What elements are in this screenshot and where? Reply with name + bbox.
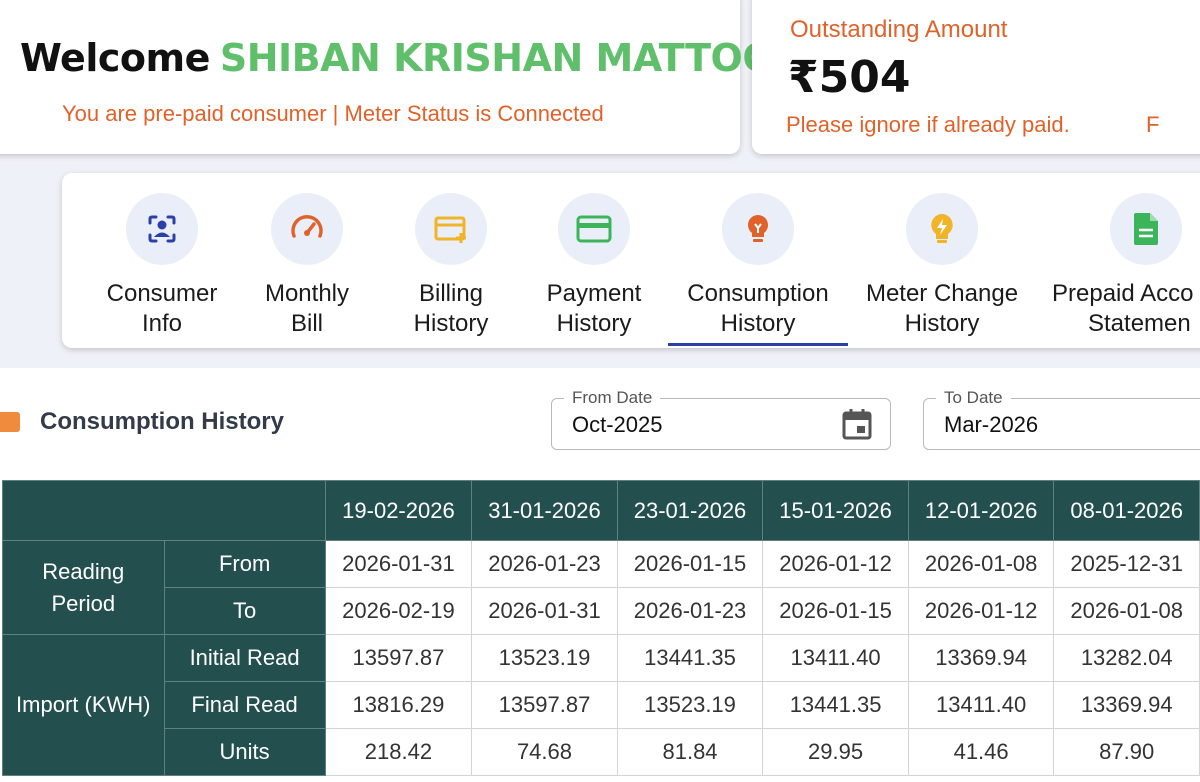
table-corner-cell bbox=[2, 480, 326, 541]
table-cell: 13816.29 bbox=[324, 681, 473, 729]
table-cell: 2026-01-15 bbox=[616, 540, 764, 588]
table-cell: 218.42 bbox=[324, 728, 473, 776]
table-row: Reading Period From 2026-01-31 2026-01-2… bbox=[2, 540, 1200, 635]
table-cell: 13597.87 bbox=[471, 681, 618, 729]
active-tab-indicator bbox=[668, 343, 848, 346]
reading-period-label: Reading Period bbox=[2, 540, 165, 635]
to-date-label: To Date bbox=[936, 388, 1011, 408]
table-cell: 13369.94 bbox=[1053, 681, 1200, 729]
speedometer-icon bbox=[271, 193, 343, 265]
table-cell: 2026-01-08 bbox=[1053, 587, 1200, 635]
welcome-word: Welcome bbox=[20, 36, 210, 80]
table-cell: 74.68 bbox=[471, 728, 618, 776]
column-header: 12-01-2026 bbox=[907, 480, 1055, 541]
table-row: To 2026-02-19 2026-01-31 2026-01-23 2026… bbox=[3, 587, 1200, 635]
column-header: 23-01-2026 bbox=[616, 480, 764, 541]
nav-label: Prepaid Acco Statemen bbox=[1052, 280, 1194, 337]
nav-monthly-bill[interactable]: Monthly Bill bbox=[237, 173, 377, 348]
nav-prepaid-account-statement[interactable]: Prepaid Acco Statemen bbox=[1050, 173, 1200, 348]
calendar-icon[interactable] bbox=[840, 407, 874, 446]
nav-payment-history[interactable]: Payment History bbox=[524, 173, 664, 348]
user-scan-icon bbox=[126, 193, 198, 265]
table-cell: 2026-01-12 bbox=[907, 587, 1055, 635]
from-date-label: From Date bbox=[564, 388, 661, 408]
welcome-heading: Welcome SHIBAN KRISHAN MATTOO bbox=[20, 36, 775, 80]
nav-label: Billing History bbox=[413, 280, 489, 337]
credit-card-icon bbox=[558, 193, 630, 265]
nav-billing-history[interactable]: Billing History bbox=[381, 173, 521, 348]
nav-label: Payment History bbox=[546, 280, 642, 337]
consumer-status-text: You are pre-paid consumer | Meter Status… bbox=[62, 101, 604, 126]
units-label: Units bbox=[163, 728, 326, 776]
table-row: Import (KWH) Initial Read 13597.87 13523… bbox=[2, 634, 1200, 776]
column-header: 31-01-2026 bbox=[471, 480, 618, 541]
to-label: To bbox=[163, 587, 326, 635]
table-cell: 2025-12-31 bbox=[1053, 540, 1200, 588]
section-title: Consumption History bbox=[40, 408, 284, 435]
table-row: Units 218.42 74.68 81.84 29.95 41.46 87.… bbox=[3, 728, 1200, 776]
nav-consumption-history[interactable]: Consumption History bbox=[668, 173, 848, 348]
nav-label: Monthly Bill bbox=[264, 280, 350, 337]
from-label: From bbox=[163, 540, 326, 588]
table-cell: 2026-01-08 bbox=[907, 540, 1055, 588]
table-cell: 81.84 bbox=[616, 728, 764, 776]
nav-label: Meter Change History bbox=[865, 280, 1019, 337]
table-cell: 13597.87 bbox=[324, 634, 473, 682]
document-icon bbox=[1110, 193, 1182, 265]
final-read-label: Final Read bbox=[163, 681, 326, 729]
section-marker-icon bbox=[0, 412, 20, 432]
table-cell: 2026-02-19 bbox=[324, 587, 473, 635]
column-header: 19-02-2026 bbox=[324, 480, 473, 541]
table-cell: 13523.19 bbox=[471, 634, 618, 682]
meter-bolt-icon bbox=[906, 193, 978, 265]
initial-read-label: Initial Read bbox=[163, 634, 326, 682]
table-row: Final Read 13816.29 13597.87 13523.19 13… bbox=[3, 681, 1200, 729]
table-cell: 2026-01-31 bbox=[324, 540, 473, 588]
from-date-field[interactable]: From Date Oct-2025 bbox=[551, 388, 891, 450]
table-cell: 2026-01-23 bbox=[616, 587, 764, 635]
ignore-message-cut: F bbox=[1146, 112, 1160, 137]
lightbulb-icon bbox=[722, 193, 794, 265]
outstanding-card: Outstanding Amount ₹504 Please ignore if… bbox=[752, 0, 1200, 154]
table-header-row: 19-02-2026 31-01-2026 23-01-2026 15-01-2… bbox=[2, 480, 1200, 541]
service-nav: Consumer Info Monthly Bill Billing History bbox=[62, 173, 1200, 348]
column-header: 15-01-2026 bbox=[762, 480, 909, 541]
table-cell: 13411.40 bbox=[907, 681, 1055, 729]
welcome-card: Welcome SHIBAN KRISHAN MATTOO You are pre… bbox=[0, 0, 775, 154]
nav-label: Consumption History bbox=[687, 280, 829, 337]
to-date-value: Mar-2026 bbox=[944, 412, 1039, 437]
outstanding-amount: ₹504 bbox=[788, 52, 911, 103]
import-kwh-label: Import (KWH) bbox=[2, 634, 165, 776]
outstanding-label: Outstanding Amount bbox=[790, 16, 1008, 43]
table-cell: 2026-01-23 bbox=[471, 540, 618, 588]
table-cell: 29.95 bbox=[762, 728, 909, 776]
table-cell: 13369.94 bbox=[907, 634, 1055, 682]
table-cell: 41.46 bbox=[907, 728, 1055, 776]
nav-consumer-info[interactable]: Consumer Info bbox=[92, 173, 232, 348]
nav-label: Consumer Info bbox=[106, 280, 218, 337]
table-cell: 13523.19 bbox=[616, 681, 764, 729]
to-date-field[interactable]: To Date Mar-2026 bbox=[923, 388, 1200, 450]
consumption-table: 19-02-2026 31-01-2026 23-01-2026 15-01-2… bbox=[2, 480, 1200, 776]
consumer-name: SHIBAN KRISHAN MATTOO bbox=[219, 36, 775, 80]
card-add-icon bbox=[415, 193, 487, 265]
from-date-value: Oct-2025 bbox=[572, 412, 663, 437]
table-cell: 13441.35 bbox=[616, 634, 764, 682]
nav-meter-change-history[interactable]: Meter Change History bbox=[857, 173, 1027, 348]
table-cell: 13282.04 bbox=[1053, 634, 1200, 682]
table-cell: 2026-01-15 bbox=[762, 587, 909, 635]
table-cell: 13411.40 bbox=[762, 634, 909, 682]
table-cell: 2026-01-12 bbox=[762, 540, 909, 588]
table-cell: 87.90 bbox=[1053, 728, 1200, 776]
table-cell: 2026-01-31 bbox=[471, 587, 618, 635]
ignore-message: Please ignore if already paid. bbox=[786, 112, 1070, 137]
column-header: 08-01-2026 bbox=[1053, 480, 1200, 541]
table-cell: 13441.35 bbox=[762, 681, 909, 729]
